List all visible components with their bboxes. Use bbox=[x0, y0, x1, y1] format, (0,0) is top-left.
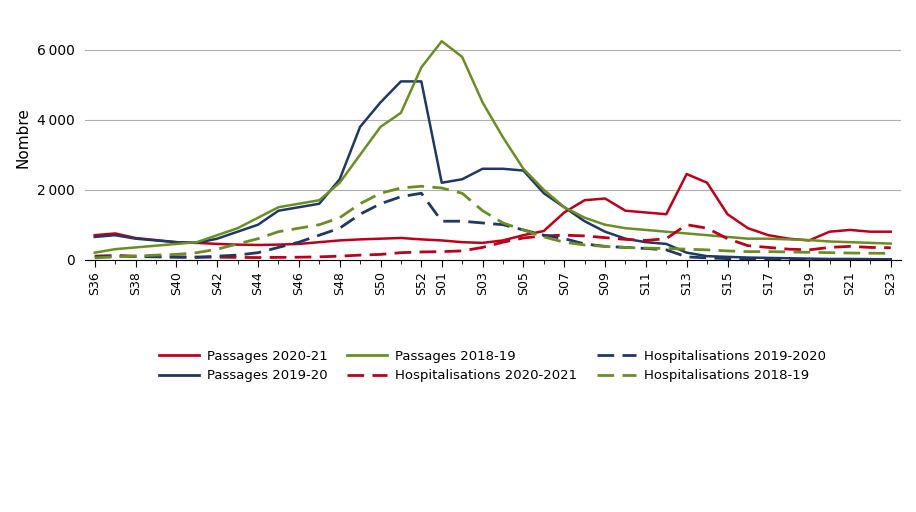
Y-axis label: Nombre: Nombre bbox=[15, 107, 30, 168]
Legend: Passages 2020-21, Passages 2019-20, Passages 2018-19, Hospitalisations 2020-2021: Passages 2020-21, Passages 2019-20, Pass… bbox=[154, 345, 832, 388]
